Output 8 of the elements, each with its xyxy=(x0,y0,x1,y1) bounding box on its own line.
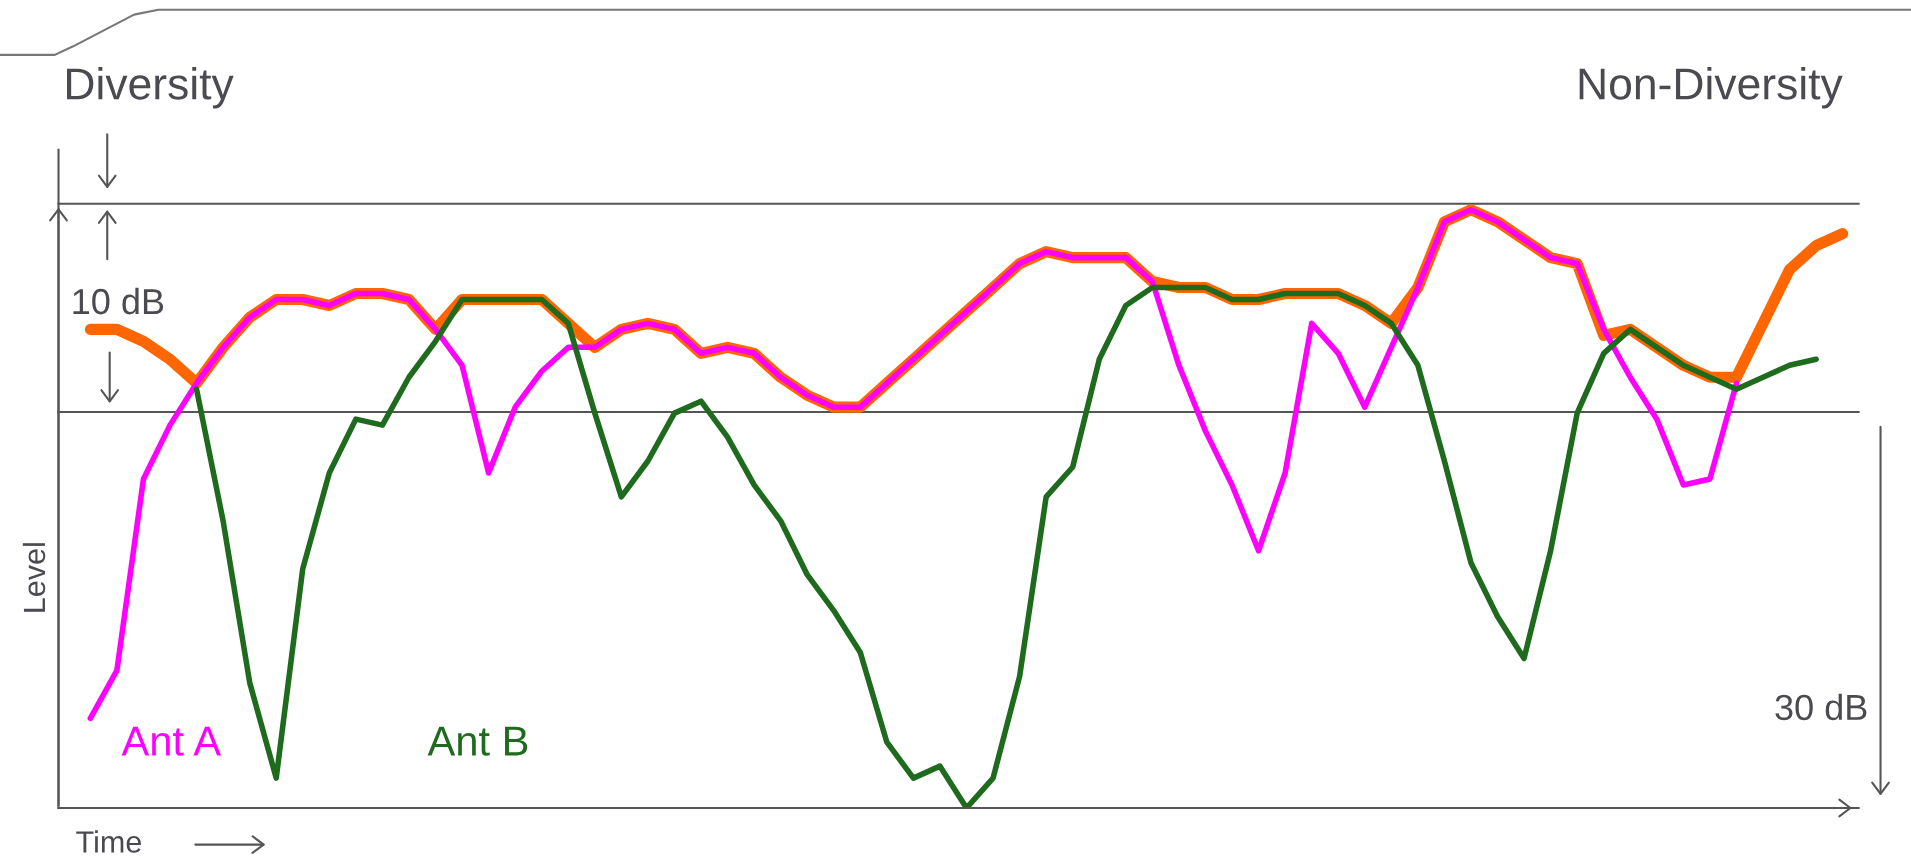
annotation: 10 dB xyxy=(73,287,164,315)
text: Diversity xyxy=(67,67,234,109)
y-axis-title: Level xyxy=(22,543,46,612)
x-axis-title: Time xyxy=(76,830,141,853)
text: Non-Diversity xyxy=(1579,67,1843,109)
annotation: 30 dB xyxy=(1775,693,1867,721)
text: Ant B xyxy=(427,726,528,756)
series-label: Ant A xyxy=(121,726,222,756)
